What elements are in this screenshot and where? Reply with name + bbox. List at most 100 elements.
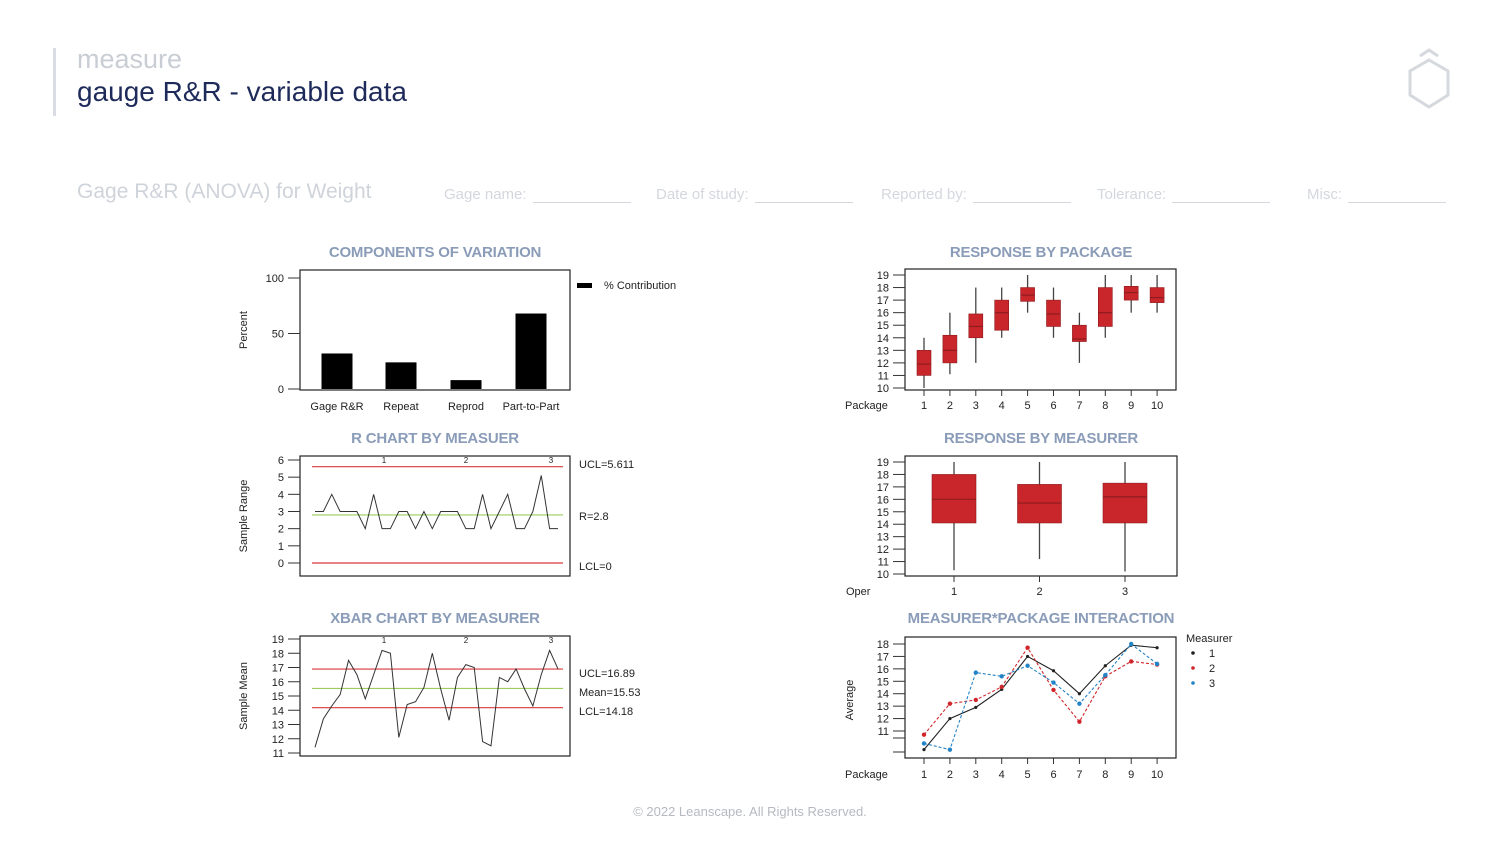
x-tick-label: Gage R&R: [310, 401, 363, 413]
section-label: measure: [77, 44, 183, 74]
center-label: Mean=15.53: [579, 687, 640, 699]
box: [994, 299, 1010, 331]
x-tick-label: 9: [1128, 400, 1134, 412]
y-tick-label: 18: [877, 639, 889, 651]
y-tick-label: 13: [877, 345, 889, 357]
y-tick-label: 17: [877, 482, 889, 494]
series-line-3: [923, 643, 1158, 751]
page-title: gauge R&R - variable data: [77, 76, 407, 107]
data-point: [1077, 701, 1082, 706]
y-tick-label: 15: [877, 320, 889, 332]
y-tick-label: 12: [877, 544, 889, 556]
x-tick-label: Part-to-Part: [503, 401, 560, 413]
field-gage-name[interactable]: Gage name:: [444, 186, 631, 203]
y-tick-label: 0: [278, 558, 284, 570]
data-point: [1051, 669, 1056, 673]
data-point: [1026, 654, 1030, 659]
data-point: [947, 747, 953, 752]
box: [1102, 482, 1148, 524]
data-point: [921, 732, 927, 737]
data-line: [315, 475, 558, 531]
data-point: [1154, 661, 1160, 667]
y-axis-label: Average: [844, 680, 856, 721]
legend-title: Measurer: [1186, 633, 1233, 645]
x-tick-label: Repeat: [383, 401, 418, 413]
y-tick-label: 12: [877, 358, 889, 370]
legend-marker: [1191, 666, 1195, 670]
group-label: 3: [549, 456, 554, 465]
y-tick-label: 14: [877, 519, 889, 531]
box: [1046, 299, 1061, 327]
field-misc[interactable]: Misc:: [1307, 186, 1446, 203]
y-tick-label: 5: [278, 472, 284, 484]
x-tick-label: 3: [973, 769, 979, 781]
group-label: 2: [464, 636, 469, 645]
lcl-label: LCL=14.18: [579, 706, 633, 718]
x-tick-label: 2: [947, 769, 953, 781]
field-reported-by[interactable]: Reported by:: [881, 186, 1071, 203]
y-tick-label: 11: [878, 726, 889, 738]
box: [1149, 287, 1165, 303]
field-tolerance[interactable]: Tolerance:: [1097, 186, 1271, 203]
field-label: Date of study:: [656, 186, 749, 203]
x-tick-label: 5: [1025, 769, 1031, 781]
y-tick-label: 10: [877, 569, 889, 581]
y-tick-label: 16: [877, 494, 889, 506]
y-tick-label: 19: [877, 457, 889, 469]
box: [968, 313, 984, 339]
x-tick-label: 8: [1102, 769, 1108, 781]
x-tick-label: 1: [921, 400, 927, 412]
field-date-of-study[interactable]: Date of study:: [656, 186, 853, 203]
data-point: [974, 705, 978, 709]
y-tick-label: 18: [877, 283, 889, 295]
x-axis-label: Package: [845, 769, 888, 781]
study-title: Gage R&R (ANOVA) for Weight: [77, 180, 372, 203]
y-tick-label: 10: [877, 383, 889, 395]
y-tick-label: 11: [273, 748, 284, 760]
data-point: [1077, 692, 1081, 696]
legend-label: 3: [1209, 678, 1215, 690]
box: [1072, 324, 1087, 342]
data-point: [999, 684, 1004, 690]
x-tick-label: 6: [1050, 769, 1056, 781]
x-tick-label: 7: [1076, 400, 1082, 412]
x-tick-label: Reprod: [448, 401, 484, 413]
data-point: [1129, 659, 1134, 664]
plot-frame: [904, 268, 1177, 391]
ucl-label: UCL=5.611: [579, 459, 634, 471]
group-label: 1: [382, 636, 387, 645]
y-tick-label: 15: [877, 676, 889, 688]
chart-title-components: COMPONENTS OF VARIATION: [328, 244, 542, 261]
y-tick-label: 13: [272, 720, 284, 732]
data-point: [1051, 680, 1056, 685]
series-line-2: [923, 646, 1158, 736]
y-tick-label: 13: [877, 701, 889, 713]
y-tick-label: 14: [272, 705, 284, 717]
y-tick-label: 0: [278, 384, 284, 396]
data-point: [1051, 687, 1056, 693]
bar-reprod: [450, 380, 482, 389]
data-point: [1025, 663, 1030, 668]
chart-title-response-package: RESPONSE BY PACKAGE: [949, 244, 1133, 261]
bar-part-to-part: [515, 313, 547, 389]
field-label: Reported by:: [881, 186, 967, 203]
y-tick-label: 18: [877, 469, 889, 481]
data-point: [921, 741, 927, 746]
y-tick-label: 1: [278, 541, 284, 553]
chart-title-r-chart: R CHART BY MEASUER: [351, 430, 519, 447]
header-accent-bar: [53, 48, 56, 116]
data-point: [999, 674, 1004, 679]
y-tick-label: 11: [878, 370, 889, 382]
box: [1017, 484, 1062, 524]
box: [1020, 287, 1035, 302]
data-point: [1129, 641, 1134, 647]
y-tick-label: 3: [278, 507, 284, 519]
data-point: [973, 697, 978, 703]
y-tick-label: 15: [272, 691, 284, 703]
legend-marker: [1191, 681, 1195, 685]
x-tick-label: 4: [999, 769, 1005, 781]
y-tick-label: 14: [877, 689, 889, 701]
y-tick-label: 16: [272, 677, 284, 689]
x-tick-label: 3: [1122, 586, 1128, 598]
